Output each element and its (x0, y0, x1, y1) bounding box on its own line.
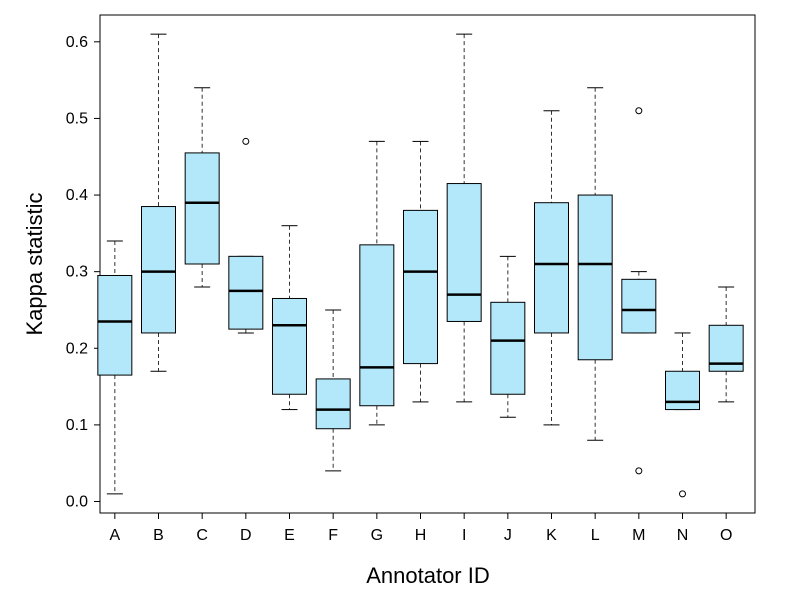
y-tick-label: 0.6 (66, 34, 88, 51)
y-axis-title: Kappa statistic (22, 192, 47, 335)
box-b (141, 33, 176, 372)
box-f (315, 309, 351, 472)
iqr-box (97, 274, 133, 376)
box-d (228, 137, 264, 334)
box-o (708, 286, 744, 403)
box-j (490, 255, 526, 418)
iqr-box (315, 378, 351, 430)
x-tick-label: K (546, 527, 557, 544)
x-tick-label: G (371, 527, 383, 544)
iqr-box (534, 202, 569, 334)
box-group (97, 33, 744, 498)
x-axis: A B C D E F G H I J K L M N O (109, 513, 732, 544)
box-a (97, 240, 133, 495)
x-tick-label: C (196, 527, 208, 544)
box-l (577, 87, 613, 441)
box-c (184, 87, 220, 288)
plot-frame (99, 14, 756, 514)
outlier-point (635, 107, 643, 115)
outlier-point (635, 467, 643, 475)
iqr-box (228, 255, 264, 330)
x-tick-label: F (328, 527, 338, 544)
box-i (446, 33, 482, 403)
iqr-box (359, 244, 395, 407)
x-tick-label: I (462, 527, 466, 544)
outlier-point (242, 137, 250, 145)
box-k (534, 110, 569, 426)
y-tick-label: 0.2 (66, 340, 88, 357)
box-e (272, 225, 307, 411)
iqr-box (184, 152, 220, 265)
box-g (359, 140, 395, 426)
iqr-box (490, 301, 526, 395)
y-tick-label: 0.0 (66, 494, 88, 511)
iqr-box (272, 297, 307, 395)
x-tick-label: D (240, 527, 252, 544)
x-tick-label: M (632, 527, 645, 544)
box-n (665, 332, 700, 498)
x-tick-label: H (415, 527, 427, 544)
iqr-box (621, 278, 657, 334)
y-tick-label: 0.4 (66, 187, 88, 204)
box-m (621, 107, 657, 475)
y-axis: 0.0 0.1 0.2 0.3 0.4 0.5 0.6 (66, 34, 100, 511)
x-tick-label: E (284, 527, 295, 544)
box-h (403, 140, 438, 403)
x-tick-label: L (591, 527, 600, 544)
iqr-box (577, 194, 613, 361)
y-tick-label: 0.5 (66, 110, 88, 127)
x-tick-label: N (677, 527, 689, 544)
iqr-box (403, 209, 438, 365)
x-tick-label: J (504, 527, 512, 544)
x-tick-label: A (109, 527, 120, 544)
iqr-box (141, 206, 176, 334)
outlier-point (679, 490, 686, 498)
x-axis-title: Annotator ID (366, 563, 490, 588)
x-tick-label: B (153, 527, 164, 544)
iqr-box (446, 183, 482, 322)
x-tick-label: O (720, 527, 732, 544)
y-tick-label: 0.1 (66, 417, 88, 434)
iqr-box (665, 370, 700, 411)
y-tick-label: 0.3 (66, 264, 88, 281)
